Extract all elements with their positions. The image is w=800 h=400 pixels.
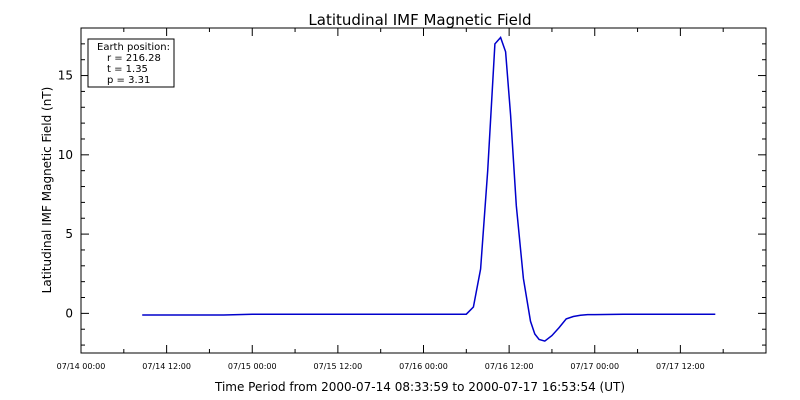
chart-title: Latitudinal IMF Magnetic Field <box>308 11 531 29</box>
y-tick-label: 15 <box>58 69 73 83</box>
y-tick-label: 5 <box>65 227 73 241</box>
plot-frame <box>80 27 767 354</box>
x-tick-label: 07/14 00:00 <box>57 362 106 371</box>
x-tick-label: 07/17 12:00 <box>656 362 705 371</box>
y-axis-label: Latitudinal IMF Magnetic Field (nT) <box>40 87 54 294</box>
x-axis-ticks <box>80 28 724 353</box>
x-tick-label: 07/16 12:00 <box>485 362 534 371</box>
x-axis-tick-labels: 07/14 00:00 07/14 12:00 07/15 00:00 07/15 1… <box>57 362 705 371</box>
x-tick-label: 07/15 00:00 <box>228 362 277 371</box>
legend-line-r: r = 216.28 <box>107 53 161 64</box>
legend-frame <box>87 38 175 88</box>
y-axis-tick-labels: 0 5 10 15 <box>58 69 73 321</box>
x-tick-label: 07/16 00:00 <box>399 362 448 371</box>
y-tick-label: 0 <box>65 306 73 320</box>
x-axis-label: Time Period from 2000-07-14 08:33:59 to … <box>214 380 625 394</box>
legend-line-earth-position: Earth position: <box>97 42 170 53</box>
series-line <box>142 36 716 342</box>
y-tick-label: 10 <box>58 148 73 162</box>
legend-box: Earth position: r = 216.28 t = 1.35 p = … <box>87 38 175 88</box>
legend-line-t: t = 1.35 <box>107 64 148 75</box>
y-axis-ticks <box>81 27 766 346</box>
x-tick-label: 07/17 00:00 <box>570 362 619 371</box>
x-tick-label: 07/15 12:00 <box>314 362 363 371</box>
legend-line-p: p = 3.31 <box>107 75 150 86</box>
x-tick-label: 07/14 12:00 <box>142 362 191 371</box>
